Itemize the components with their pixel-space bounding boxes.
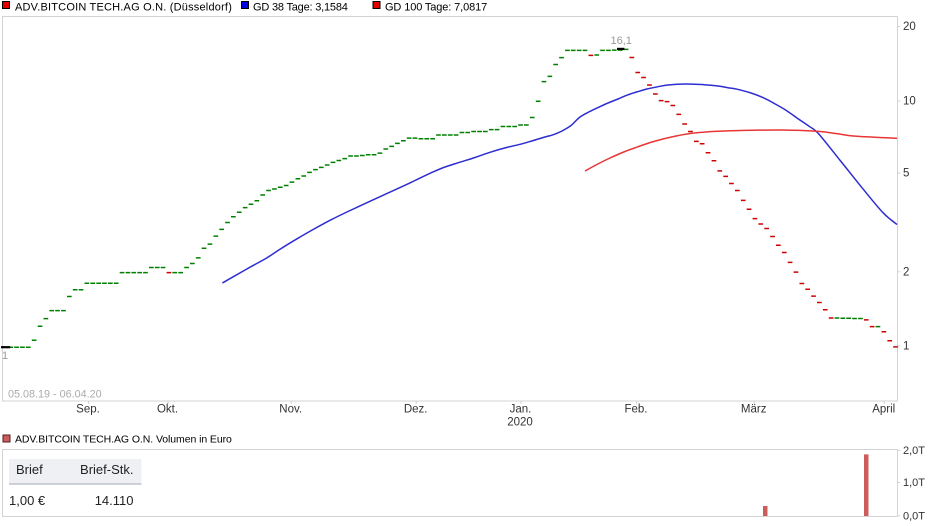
svg-text:1,0T: 1,0T — [903, 477, 925, 489]
svg-text:Feb.: Feb. — [624, 403, 647, 415]
svg-text:GD 100 Tage: 7,0817: GD 100 Tage: 7,0817 — [385, 2, 487, 14]
svg-text:1: 1 — [2, 350, 8, 362]
svg-text:2: 2 — [903, 267, 909, 279]
svg-text:Brief-Stk.: Brief-Stk. — [80, 462, 133, 477]
svg-text:März: März — [741, 403, 767, 415]
svg-text:Nov.: Nov. — [279, 403, 302, 415]
svg-text:Brief: Brief — [16, 462, 43, 477]
svg-text:1: 1 — [903, 341, 909, 353]
svg-text:2,0T: 2,0T — [903, 445, 925, 457]
svg-text:5: 5 — [903, 168, 909, 180]
svg-text:Dez.: Dez. — [404, 403, 428, 415]
svg-text:14.110: 14.110 — [95, 493, 134, 508]
svg-text:0,0T: 0,0T — [903, 510, 925, 522]
svg-text:16,1: 16,1 — [611, 35, 632, 47]
svg-text:ADV.BITCOIN TECH.AG O.N. (Düss: ADV.BITCOIN TECH.AG O.N. (Düsseldorf) — [15, 2, 232, 14]
svg-text:GD 38 Tage: 3,1584: GD 38 Tage: 3,1584 — [253, 2, 348, 14]
svg-text:Jan.: Jan. — [510, 403, 532, 415]
svg-text:10: 10 — [903, 96, 916, 108]
svg-text:20: 20 — [903, 21, 916, 33]
svg-text:1,00 €: 1,00 € — [9, 493, 46, 508]
svg-text:Sep.: Sep. — [76, 403, 100, 415]
svg-text:2020: 2020 — [507, 416, 533, 428]
svg-text:Okt.: Okt. — [157, 403, 178, 415]
svg-text:05.08.19 - 06.04.20: 05.08.19 - 06.04.20 — [8, 389, 102, 401]
svg-text:ADV.BITCOIN TECH.AG O.N. Volum: ADV.BITCOIN TECH.AG O.N. Volumen in Euro — [15, 433, 232, 445]
svg-text:April: April — [872, 403, 895, 415]
